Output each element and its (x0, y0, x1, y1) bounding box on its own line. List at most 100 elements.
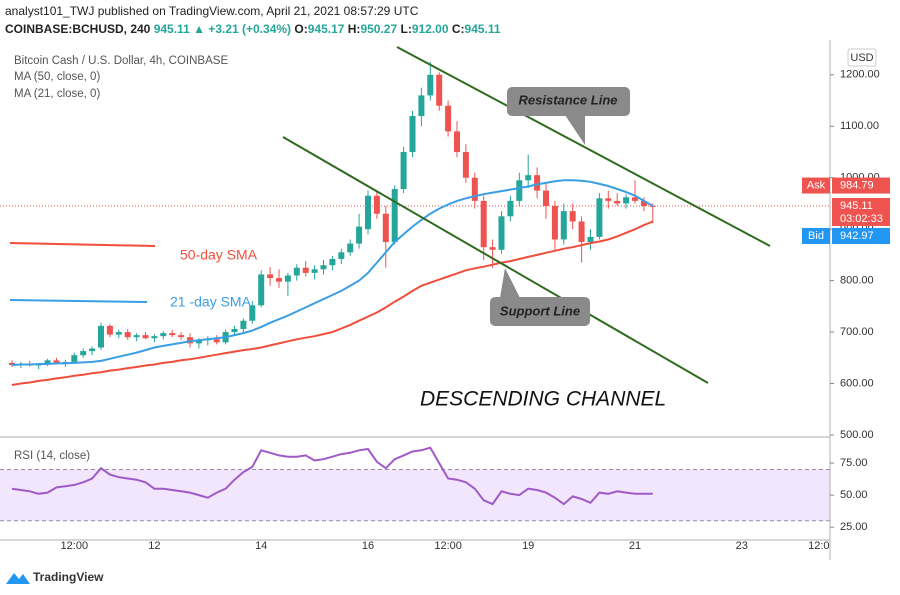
candle-body (106, 325, 113, 335)
candle-body (133, 335, 140, 338)
candle-body (409, 115, 416, 153)
candle-body (605, 198, 612, 201)
price: 945.11 (154, 22, 190, 36)
candle-body (445, 105, 452, 132)
ask-badge (832, 177, 890, 194)
candle-body (436, 74, 443, 106)
candle-body (311, 269, 318, 273)
candle-body (640, 200, 647, 207)
y-tick-label: 500.00 (840, 429, 874, 441)
annotation: 50-day SMA (180, 247, 258, 263)
candle-body (454, 131, 460, 153)
callout-pointer (565, 115, 585, 145)
candle-body (293, 267, 300, 276)
candle-body (329, 259, 336, 266)
price-axis (830, 40, 900, 560)
currency-box (847, 48, 877, 67)
bid-label: Bid (808, 230, 824, 242)
candle-body (195, 340, 202, 344)
sma50-sample-line (9, 242, 156, 247)
header (0, 0, 900, 40)
y-tick-label: 800.00 (840, 275, 874, 287)
candle-body (560, 211, 567, 240)
x-tick-label: 16 (362, 540, 374, 552)
y-tick-label: 600.00 (840, 377, 874, 389)
annotation: DESCENDING CHANNEL (420, 388, 666, 411)
y-tick-label: 1100.00 (840, 120, 879, 132)
y-tick-label: 50.00 (840, 489, 868, 501)
h-label: H: (348, 22, 361, 36)
candle-body (427, 74, 434, 96)
x-tick-label: 12 (148, 540, 160, 552)
ask-value: 984.79 (840, 179, 874, 191)
bid-badge (832, 227, 890, 244)
candle-body (480, 200, 487, 248)
candle-body (53, 360, 60, 363)
rsi-band (0, 469, 830, 521)
candle-body (543, 190, 549, 207)
candle-body (471, 177, 478, 201)
callout-pointer (500, 268, 520, 298)
candle-body (569, 211, 576, 222)
x-axis: 12:00 12 14 16 12:00 19 21 23 12:00 (61, 540, 836, 552)
candle-body (623, 197, 630, 204)
candle-body (373, 195, 380, 214)
candle-body (240, 320, 247, 329)
candle-body (534, 175, 541, 191)
candle-body (338, 252, 345, 260)
candle-body (382, 213, 389, 243)
legend-entry: MA (21, close, 0) (14, 88, 100, 100)
candle-body (391, 189, 398, 243)
candle-body (578, 221, 585, 243)
candle-body (284, 275, 291, 282)
l-label: L: (400, 22, 411, 36)
y-tick-label: 75.00 (840, 457, 868, 469)
x-tick-label: 12:00 (434, 540, 462, 552)
candle-body (276, 278, 282, 282)
candle-body (400, 152, 407, 190)
candle-body (249, 305, 256, 321)
candle-body (124, 332, 131, 338)
annotation: 21 -day SMA (170, 294, 252, 310)
candle-body (302, 267, 309, 273)
legend-entry: RSI (14, close) (14, 450, 90, 462)
ask-tag (802, 177, 830, 194)
candle-body (151, 336, 158, 339)
support-trendline (282, 136, 709, 384)
o-label: O: (294, 22, 307, 36)
candle-body (587, 236, 594, 243)
candle-body (89, 348, 96, 352)
legend-title: Bitcoin Cash / U.S. Dollar, 4h, COINBASE (14, 55, 228, 67)
last-price: 945.11 (840, 200, 873, 212)
bid-tag (802, 227, 830, 244)
candle-body (525, 175, 532, 181)
candle-body (614, 200, 621, 204)
x-tick-label: 12:00 (61, 540, 89, 552)
candle-body (80, 351, 87, 356)
candle-body (169, 333, 176, 336)
x-tick-label: 21 (629, 540, 641, 552)
plot-area (0, 61, 830, 522)
candle-body (498, 216, 505, 250)
rsi-line (11, 446, 653, 506)
resistance-trendline (396, 46, 771, 247)
candle-body (71, 355, 78, 362)
open: 945.17 (308, 22, 345, 36)
candle-body (507, 200, 514, 217)
legend-entry: MA (50, close, 0) (14, 71, 100, 83)
candle-body (160, 333, 167, 337)
change: ▲ +3.21 (+0.34%) (193, 22, 291, 36)
candle-body (98, 325, 104, 348)
candle-body (44, 360, 51, 365)
candle-body (9, 362, 15, 365)
candle-body (347, 243, 354, 253)
last-price-badge (832, 197, 890, 226)
candle-body (551, 206, 558, 240)
candle-body (142, 335, 149, 339)
high: 950.27 (360, 22, 397, 36)
footer (0, 560, 900, 595)
candle-body (178, 335, 185, 338)
candle-body (231, 328, 238, 333)
countdown: 03:02:33 (840, 213, 883, 225)
